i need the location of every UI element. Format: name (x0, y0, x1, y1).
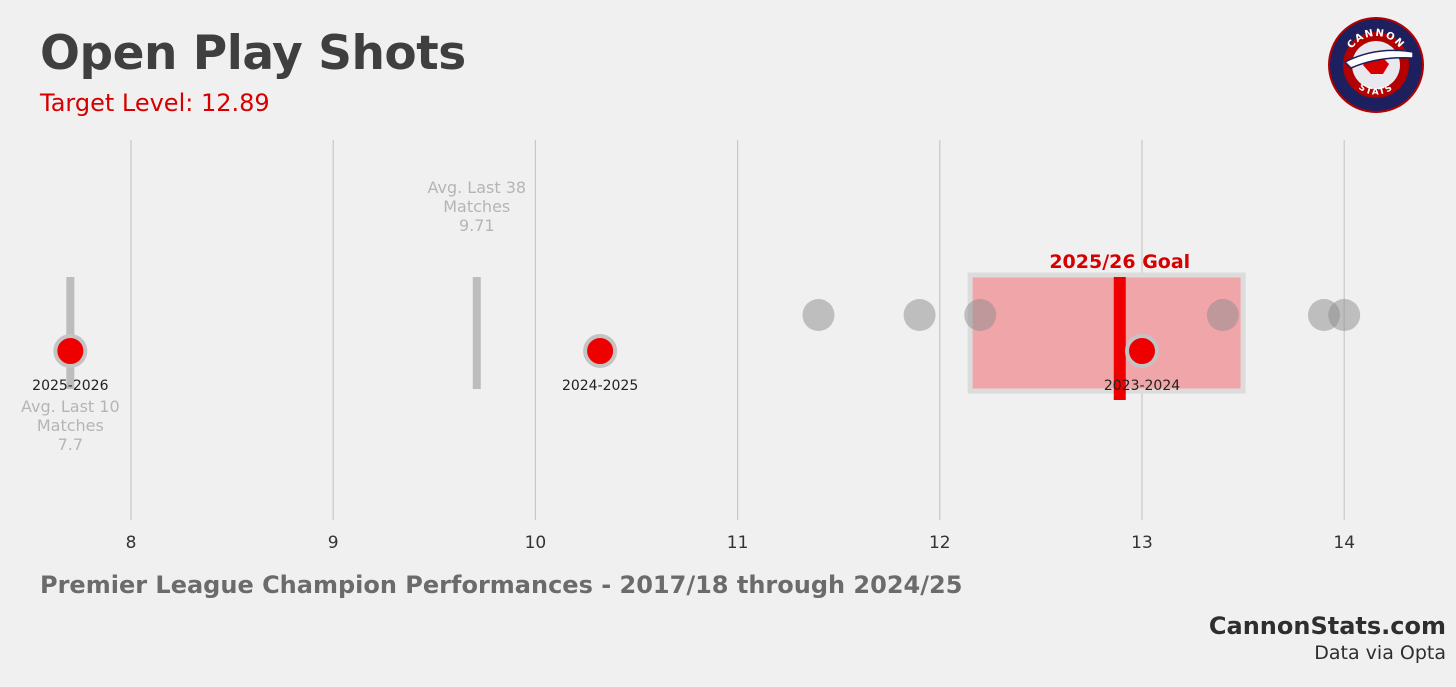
average-annotation-line: Matches (37, 416, 104, 435)
champion-point (1206, 299, 1239, 331)
average-annotation-line: 7.7 (58, 435, 83, 454)
logo-bottom-text: STATS (1357, 82, 1394, 97)
champion-point (1328, 299, 1361, 331)
average-annotation-line: Matches (443, 197, 510, 216)
brand-label: CannonStats.com (1208, 612, 1446, 640)
average-annotation-line: Avg. Last 38 (427, 178, 526, 197)
goal-label: 2025/26 Goal (1049, 251, 1190, 273)
season-point (53, 334, 88, 368)
x-tick-label: 12 (929, 533, 951, 553)
goal-line (1113, 277, 1126, 400)
season-point (583, 334, 618, 368)
x-tick-label: 13 (1131, 533, 1153, 553)
average-marker (472, 277, 481, 389)
average-marker (66, 277, 75, 389)
cannonstats-logo: CANNON STATS (1328, 17, 1424, 113)
target-level-subtitle: Target Level: 12.89 (40, 89, 270, 117)
chart-caption: Premier League Champion Performances - 2… (40, 571, 963, 599)
season-label: 2025-2026 (32, 378, 108, 394)
x-tick-label: 11 (727, 533, 749, 553)
chart-title: Open Play Shots (40, 26, 466, 81)
x-tick-label: 10 (525, 533, 547, 553)
x-tick-label: 8 (126, 533, 137, 553)
x-tick-label: 9 (328, 533, 339, 553)
season-point (1125, 334, 1159, 368)
average-annotation-line: Avg. Last 10 (21, 397, 120, 416)
champion-point (964, 299, 997, 331)
svg-text:STATS: STATS (1357, 82, 1396, 97)
goal-band (967, 272, 1246, 394)
x-tick-label: 14 (1333, 533, 1355, 553)
average-annotation-line: 9.71 (459, 216, 495, 235)
data-source-label: Data via Opta (1314, 642, 1446, 664)
champion-point (802, 299, 835, 331)
season-label: 2024-2025 (562, 378, 638, 394)
champion-point (903, 299, 936, 331)
season-label: 2023-2024 (1104, 378, 1180, 394)
